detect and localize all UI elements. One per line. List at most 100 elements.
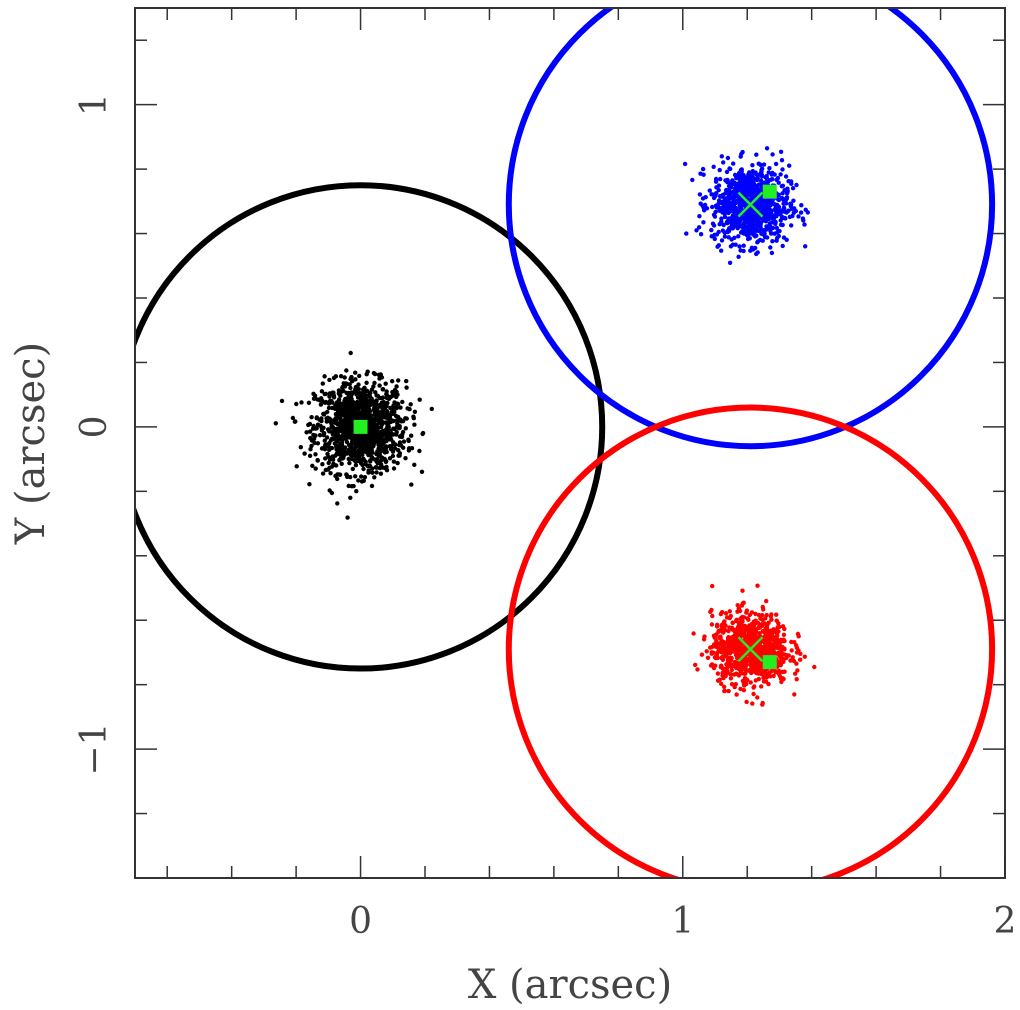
scatter-point [749,659,754,664]
scatter-point [329,445,335,451]
scatter-point [795,668,800,673]
scatter-point [782,209,788,214]
scatter-point [322,444,327,450]
scatter-point [370,431,375,437]
scatter-point [761,162,767,167]
scatter-point [719,656,724,661]
scatter-point [714,624,720,629]
scatter-point [778,222,784,227]
scatter-point [349,374,354,380]
scatter-point [711,665,717,671]
scatter-point [764,598,769,604]
scatter-point [770,201,775,206]
scatter-point [729,662,734,667]
scatter-point [334,417,339,422]
scatter-point [397,451,403,456]
scatter-point [778,149,784,154]
scatter-point [753,611,758,617]
scatter-point [725,180,730,185]
scatter-point [756,228,761,234]
scatter-point [747,220,753,225]
scatter-point [742,629,747,634]
scatter-point [743,677,748,683]
scatter-point [684,231,689,236]
scatter-point [755,583,760,588]
scatter-point [760,623,765,628]
scatter-point [383,459,389,464]
scatter-point [794,661,799,666]
scatter-point [379,435,384,440]
scatter-point [320,462,325,467]
scatter-point [728,647,733,652]
scatter-point [743,214,748,220]
scatter-point [716,201,722,206]
scatter-point [731,672,737,677]
scatter-point [323,467,328,473]
scatter-point [744,699,749,705]
scatter-point [322,438,327,443]
scatter-point [333,473,338,479]
scatter-point [374,465,379,470]
scatter-point [763,201,769,206]
scatter-point [336,391,342,396]
scatter-point [690,177,695,183]
scatter-point [279,398,285,404]
scatter-point [355,438,360,444]
scatter-point [715,671,721,676]
scatter-point [334,447,339,452]
scatter-point [741,175,746,180]
scatter-point [750,667,755,673]
scatter-point [379,416,384,421]
scatter-point [752,212,758,218]
scatter-point [747,635,752,640]
series-0-circle [135,182,606,672]
scatter-point [719,663,724,668]
scatter-point [338,456,343,461]
scatter-point [729,642,735,648]
scatter-point [778,644,783,649]
scatter-point [701,205,706,211]
scatter-point [739,185,745,190]
scatter-point [355,410,360,415]
scatter-point [768,245,773,250]
scatter-point [718,176,723,182]
scatter-point [747,223,753,229]
scatter-point [726,688,731,694]
scatter-point [794,650,800,655]
scatter-point [330,432,335,437]
x-tick-label: 0 [349,901,372,942]
scatter-point [345,424,350,429]
scatter-point [698,232,704,237]
scatter-point [754,646,759,651]
scatter-point [345,515,350,520]
scatter-point [734,617,739,622]
scatter-point [400,399,405,405]
scatter-point [750,701,755,706]
scatter-point [682,161,688,167]
scatter-point [725,210,730,215]
scatter-point [782,669,787,674]
scatter-point [733,205,739,211]
scatter-point [738,671,743,676]
scatter-point [327,429,332,434]
scatter-point [395,414,401,420]
scatter-point [711,164,716,169]
scatter-point [728,613,733,619]
scatter-point [742,632,747,638]
scatter-point [347,460,352,466]
scatter-point [348,495,353,500]
scatter-point [374,451,379,457]
series-0-points [273,350,434,520]
scatter-point [791,210,796,215]
scatter-point [758,162,763,167]
scatter-point [386,396,392,401]
scatter-point [756,649,762,654]
scatter-point [699,652,705,657]
scatter-point [314,415,319,420]
scatter-point [318,402,324,407]
scatter-point [771,673,776,679]
scatter-point [754,172,759,177]
scatter-point [714,232,720,237]
scatter-point [770,152,775,157]
scatter-point [757,631,762,636]
